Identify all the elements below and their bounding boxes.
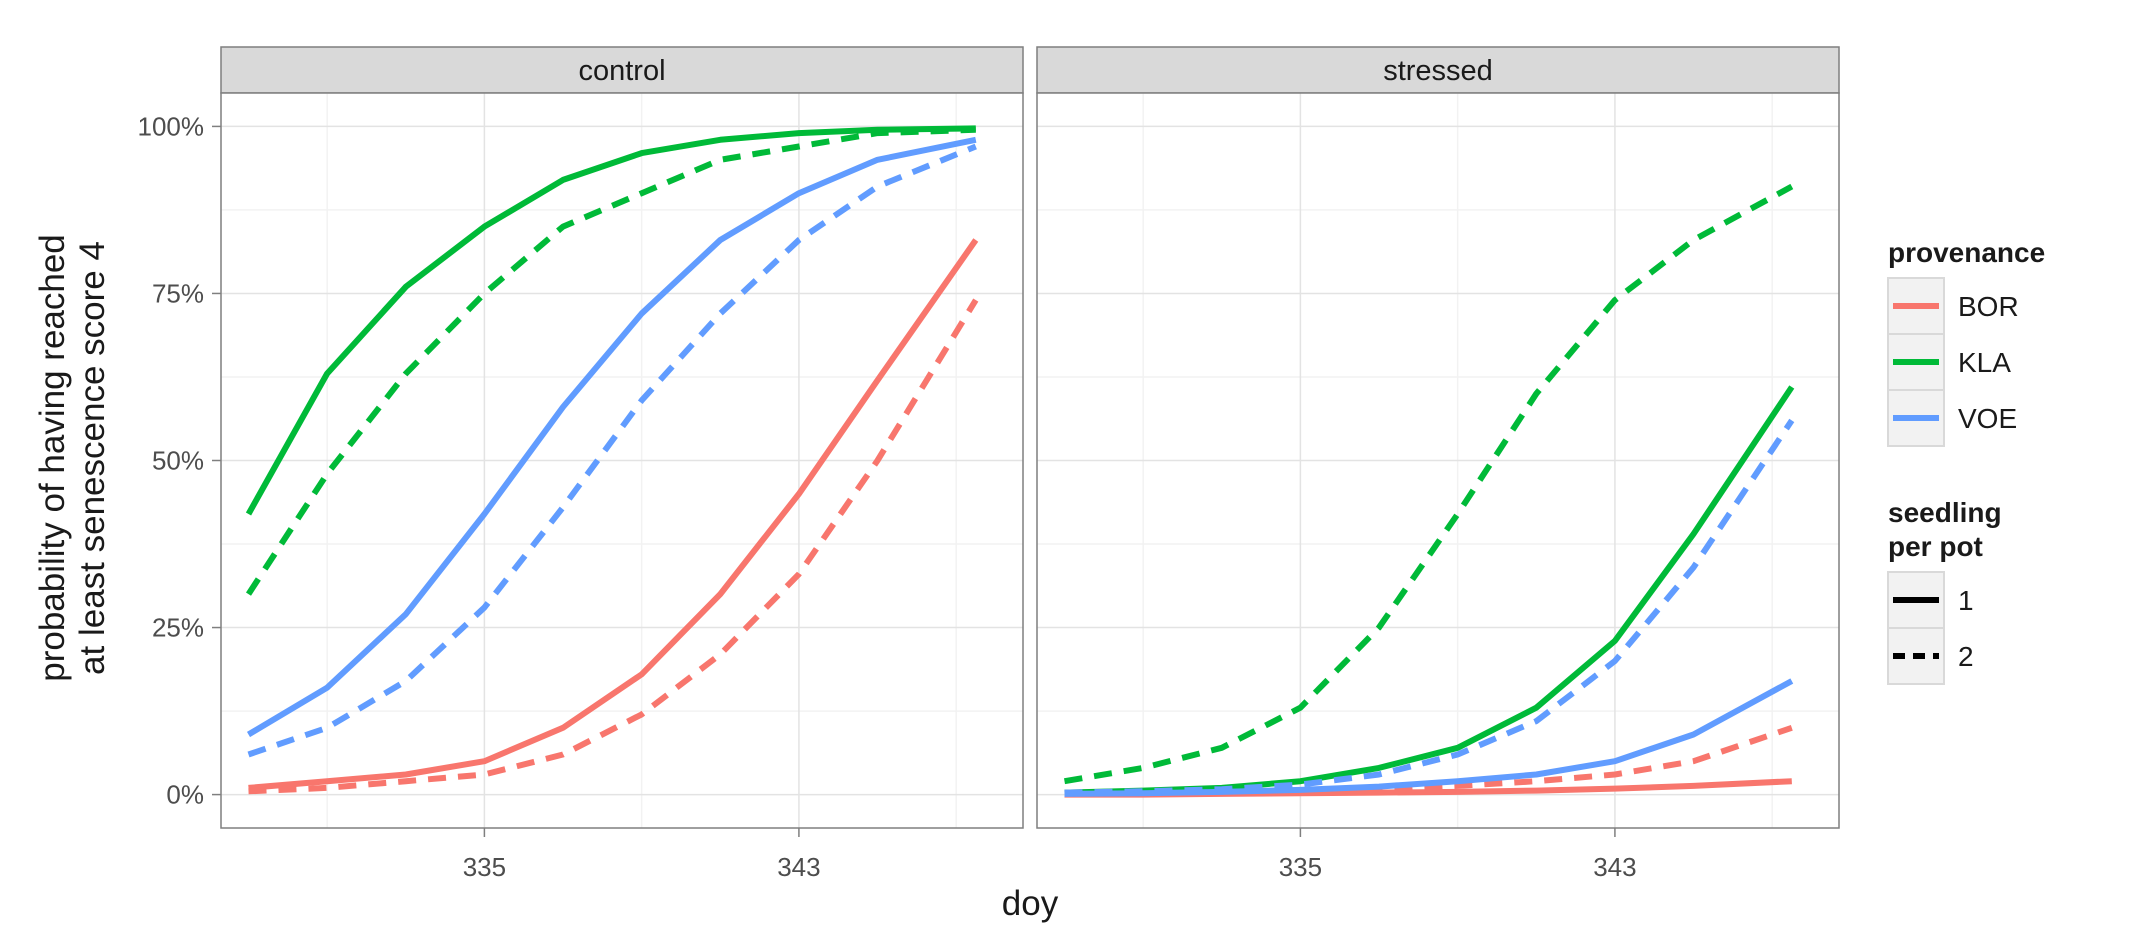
y-tick-label: 0% bbox=[166, 780, 204, 810]
legend-seedling-title-line-1: seedling bbox=[1888, 497, 2002, 528]
facet-strip-label: stressed bbox=[1383, 55, 1493, 87]
legend-seedling-items: 12 bbox=[1887, 571, 1974, 685]
x-axes: 335 343 335 343 bbox=[463, 828, 1637, 882]
facet-strip bbox=[1036, 46, 1840, 94]
y-axis-title: probability of having reached at least s… bbox=[33, 234, 112, 682]
series-BOR-2-line bbox=[248, 298, 979, 795]
series-VOE-1-line bbox=[1064, 678, 1794, 797]
y-tick-label: 50% bbox=[152, 446, 204, 476]
legend-provenance-title: provenance bbox=[1888, 237, 2045, 268]
facet-strip-label: control bbox=[578, 55, 665, 87]
legend-label-VOE: VOE bbox=[1958, 403, 2017, 434]
x-tick-label: 335 bbox=[463, 852, 506, 882]
series-VOE-2-line bbox=[1064, 418, 1795, 796]
legend-label-seedling-1: 1 bbox=[1958, 585, 1974, 616]
y-axis-title-line-1: probability of having reached bbox=[33, 234, 72, 682]
series-KLA-1-line bbox=[1064, 385, 1795, 796]
y-tick-label: 25% bbox=[152, 613, 204, 643]
y-tick-label: 75% bbox=[152, 278, 204, 308]
x-tick-label: 335 bbox=[1279, 852, 1322, 882]
y-axis: 0% 25% 50% 75% 100% bbox=[138, 111, 221, 810]
x-axis-title: doy bbox=[1002, 884, 1059, 923]
y-axis-title-line-2: at least senescence score 4 bbox=[73, 241, 112, 675]
panel-border bbox=[1036, 92, 1840, 829]
legend-label-BOR: BOR bbox=[1958, 291, 2019, 322]
series-VOE-1-line bbox=[246, 136, 977, 738]
legend-seedling-title-line-2: per pot bbox=[1888, 531, 1983, 562]
x-tick-label: 343 bbox=[1593, 852, 1636, 882]
series-KLA-1-line bbox=[245, 125, 976, 516]
legend-label-seedling-2: 2 bbox=[1958, 641, 1974, 672]
legend-provenance-items: BOR KLA VOE bbox=[1887, 277, 2019, 447]
y-tick-label: 100% bbox=[138, 111, 205, 141]
x-tick-label: 343 bbox=[777, 852, 820, 882]
panel-control: control bbox=[220, 46, 1024, 829]
series-BOR-1-line bbox=[248, 238, 979, 791]
series-KLA-2-line bbox=[1063, 183, 1794, 785]
panel-stressed: stressed bbox=[1036, 46, 1840, 829]
facet-strip bbox=[220, 46, 1024, 94]
legend-label-KLA: KLA bbox=[1958, 347, 2011, 378]
series-VOE-2-line bbox=[247, 143, 977, 758]
facet-panels: control stressed bbox=[220, 46, 1840, 829]
